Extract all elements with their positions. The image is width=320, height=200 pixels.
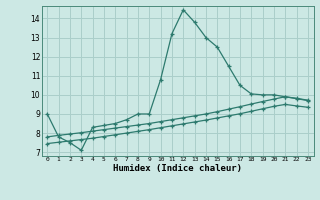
X-axis label: Humidex (Indice chaleur): Humidex (Indice chaleur)	[113, 164, 242, 173]
